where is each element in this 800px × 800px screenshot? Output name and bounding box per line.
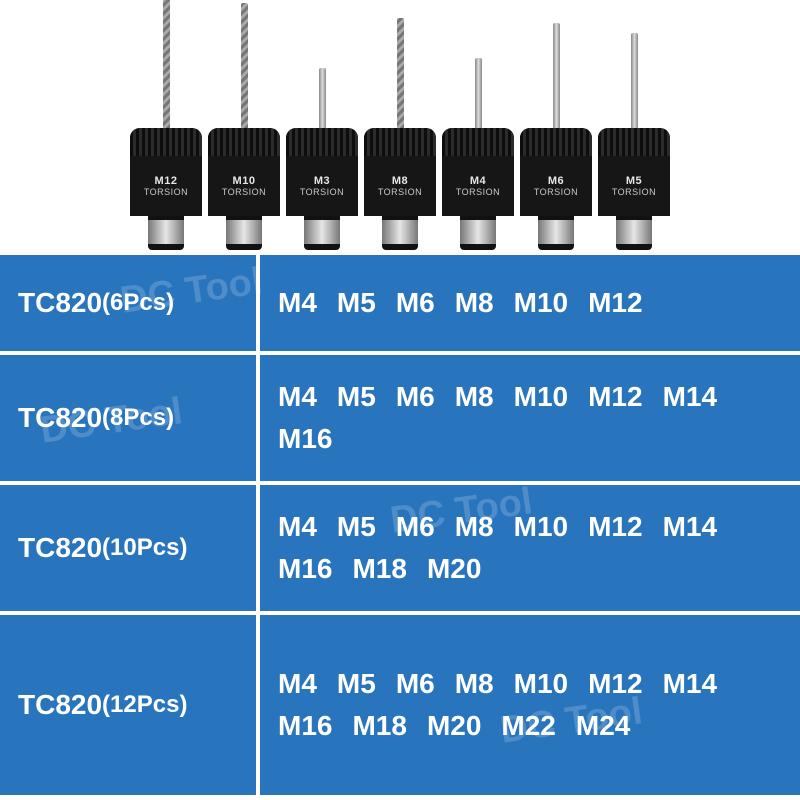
size-tag: M10 <box>514 287 568 319</box>
product-image: M12TORSIONM10TORSIONM3TORSIONM8TORSIONM4… <box>0 0 800 255</box>
chuck-body: M10TORSION <box>208 128 280 216</box>
chuck-body: M4TORSION <box>442 128 514 216</box>
size-tag: M6 <box>396 381 435 413</box>
pcs-label: (12Pcs) <box>102 691 187 719</box>
size-tag: M4 <box>278 381 317 413</box>
size-tag: M12 <box>588 287 642 319</box>
size-tag: M5 <box>337 511 376 543</box>
size-tag: M8 <box>455 287 494 319</box>
sizes-cell: M4 M5 M6 M8 M10 M12 M14 M16 M18 M20 <box>260 485 800 611</box>
size-tag: M8 <box>455 511 494 543</box>
tap-shaft <box>319 68 326 128</box>
size-tag: M10 <box>514 381 568 413</box>
tap-shaft <box>553 23 560 128</box>
model-label: TC820 <box>18 402 102 434</box>
tap-shaft <box>475 58 482 128</box>
size-tag: M18 <box>352 710 406 742</box>
size-tag: M5 <box>337 381 376 413</box>
size-tag: M6 <box>396 511 435 543</box>
table-row: TC820 (8Pcs) M4 M5 M6 M8 M10 M12 M14 M16 <box>0 355 800 485</box>
model-label: TC820 <box>18 689 102 721</box>
model-cell: TC820 (8Pcs) <box>0 355 260 481</box>
chuck-shank <box>148 216 184 250</box>
size-tag: M16 <box>278 423 332 455</box>
table-row: TC820 (10Pcs) M4 M5 M6 M8 M10 M12 M14 M16 M18 M20 <box>0 485 800 615</box>
size-tag: M12 <box>588 511 642 543</box>
chuck: M10TORSION <box>208 3 280 250</box>
chuck-group: M12TORSIONM10TORSIONM3TORSIONM8TORSIONM4… <box>130 0 670 255</box>
size-tag: M24 <box>576 710 630 742</box>
chuck-shank <box>616 216 652 250</box>
tap-shaft <box>631 33 638 128</box>
size-tag: M12 <box>588 668 642 700</box>
model-cell: TC820 (10Pcs) <box>0 485 260 611</box>
size-tag: M4 <box>278 287 317 319</box>
size-tag: M18 <box>352 553 406 585</box>
sizes-cell: M4 M5 M6 M8 M10 M12 M14 M16 M18 M20 M22 M24 <box>260 615 800 795</box>
size-tag: M10 <box>514 511 568 543</box>
size-tag: M14 <box>663 511 717 543</box>
size-tag: M4 <box>278 511 317 543</box>
pcs-label: (10Pcs) <box>102 534 187 562</box>
model-cell: TC820 (12Pcs) <box>0 615 260 795</box>
table-row: TC820 (6Pcs) M4 M5 M6 M8 M10 M12 <box>0 255 800 355</box>
size-tag: M10 <box>514 668 568 700</box>
chuck: M4TORSION <box>442 58 514 250</box>
tap-shaft <box>163 0 170 128</box>
size-tag: M8 <box>455 668 494 700</box>
chuck: M3TORSION <box>286 68 358 250</box>
chuck-shank <box>226 216 262 250</box>
model-label: TC820 <box>18 287 102 319</box>
chuck: M6TORSION <box>520 23 592 250</box>
size-tag: M14 <box>663 381 717 413</box>
chuck-shank <box>460 216 496 250</box>
size-tag: M16 <box>278 553 332 585</box>
size-tag: M20 <box>427 710 481 742</box>
chuck: M12TORSION <box>130 0 202 250</box>
size-tag: M14 <box>663 668 717 700</box>
tap-shaft <box>397 18 404 128</box>
pcs-label: (6Pcs) <box>102 289 174 317</box>
table-row: TC820 (12Pcs)M4M5M6M8M10M12M14M16M18M20M… <box>0 615 800 795</box>
size-tag: M6 <box>396 287 435 319</box>
chuck-body: M12TORSION <box>130 128 202 216</box>
chuck-shank <box>382 216 418 250</box>
tap-shaft <box>241 3 248 128</box>
chuck-body: M8TORSION <box>364 128 436 216</box>
chuck: M5TORSION <box>598 33 670 250</box>
size-tag: M20 <box>427 553 481 585</box>
chuck-shank <box>538 216 574 250</box>
chuck-shank <box>304 216 340 250</box>
size-tag: M22 <box>501 710 555 742</box>
size-tag: M8 <box>455 381 494 413</box>
size-tag: M4 <box>278 668 317 700</box>
chuck: M8TORSION <box>364 18 436 250</box>
spec-table: TC820 (6Pcs)M4M5M6M8M10M12TC820 (8Pcs)M4… <box>0 255 800 795</box>
chuck-body: M6TORSION <box>520 128 592 216</box>
size-tag: M16 <box>278 710 332 742</box>
sizes-cell: M4 M5 M6 M8 M10 M12 <box>260 255 800 351</box>
chuck-body: M3TORSION <box>286 128 358 216</box>
model-cell: TC820 (6Pcs) <box>0 255 260 351</box>
model-label: TC820 <box>18 532 102 564</box>
chuck-body: M5TORSION <box>598 128 670 216</box>
size-tag: M5 <box>337 287 376 319</box>
pcs-label: (8Pcs) <box>102 404 174 432</box>
size-tag: M5 <box>337 668 376 700</box>
sizes-cell: M4 M5 M6 M8 M10 M12 M14 M16 <box>260 355 800 481</box>
size-tag: M12 <box>588 381 642 413</box>
size-tag: M6 <box>396 668 435 700</box>
